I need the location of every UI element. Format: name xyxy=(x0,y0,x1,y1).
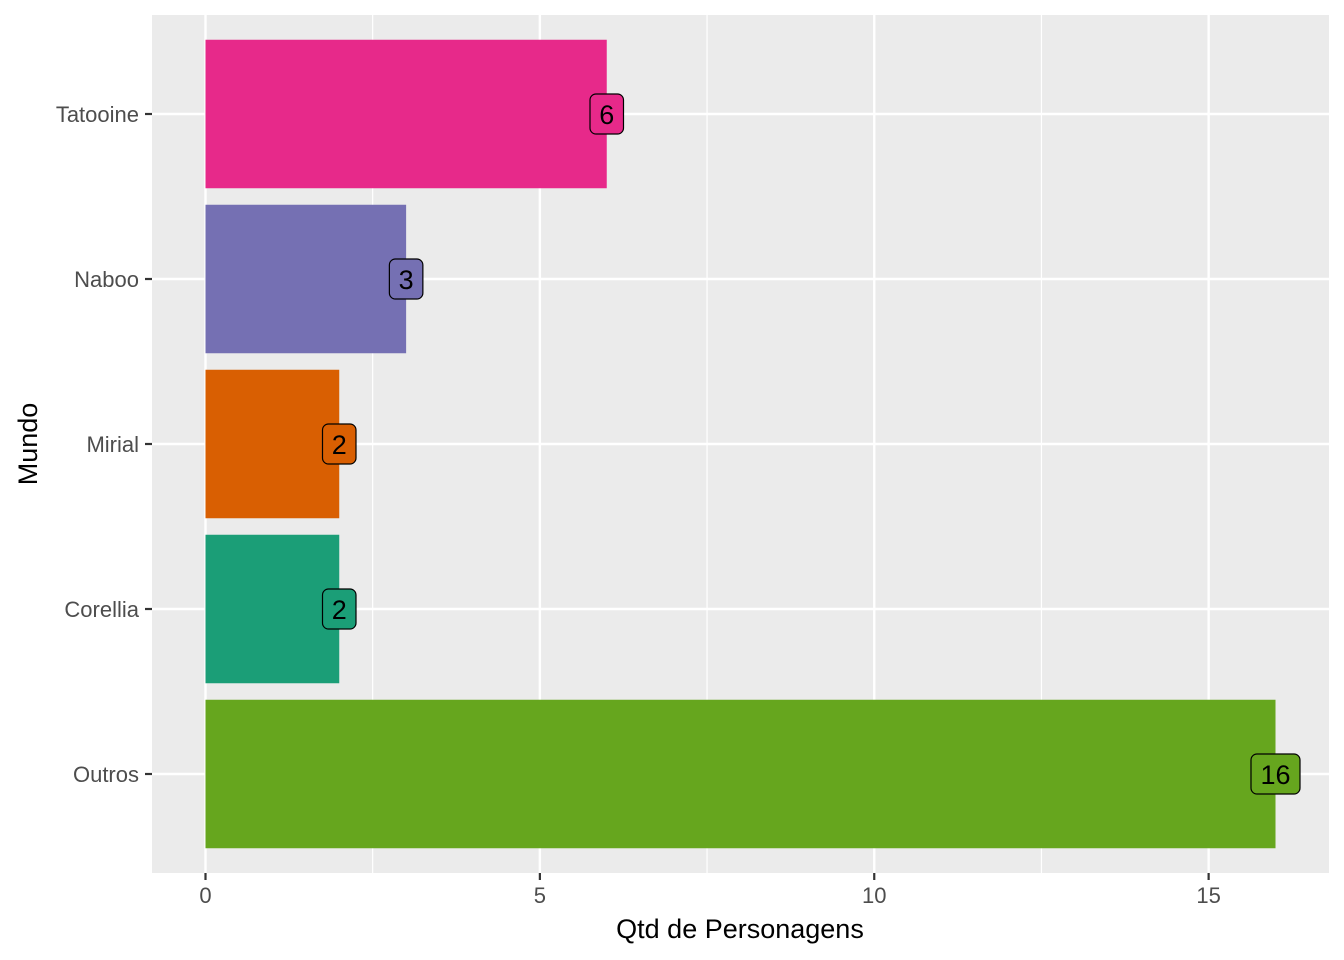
x-tick-label: 10 xyxy=(862,883,886,908)
bar-mirial xyxy=(205,369,340,519)
data-label: 2 xyxy=(332,430,347,460)
y-tick-label: Outros xyxy=(73,762,139,787)
y-tick-label: Corellia xyxy=(64,597,139,622)
data-label-box xyxy=(388,258,424,300)
bar-tatooine xyxy=(205,39,607,189)
data-label: 16 xyxy=(1260,760,1290,790)
data-label-box xyxy=(1250,753,1301,795)
bar-corellia xyxy=(205,534,340,684)
data-label: 6 xyxy=(599,100,614,130)
y-tick-label: Tatooine xyxy=(56,102,139,127)
data-label-box xyxy=(321,588,357,630)
bars xyxy=(205,39,1276,849)
bar-outros xyxy=(205,699,1276,849)
x-tick-label: 5 xyxy=(534,883,546,908)
data-label: 2 xyxy=(332,595,347,625)
axes: Outros Corellia Mirial Naboo Tatooine 0 5 10 15 xyxy=(56,102,1221,908)
x-tick-label: 0 xyxy=(199,883,211,908)
x-tick-label: 15 xyxy=(1196,883,1220,908)
data-labels: 16 2 2 3 6 xyxy=(321,93,1301,795)
data-label-box xyxy=(589,93,625,135)
bar-naboo xyxy=(205,204,407,354)
x-axis-title: Qtd de Personagens xyxy=(616,914,864,944)
y-tick-label: Naboo xyxy=(74,267,139,292)
y-tick-label: Mirial xyxy=(86,432,139,457)
y-axis-title: Mundo xyxy=(13,403,43,486)
data-label: 3 xyxy=(399,265,414,295)
data-label-box xyxy=(321,423,357,465)
